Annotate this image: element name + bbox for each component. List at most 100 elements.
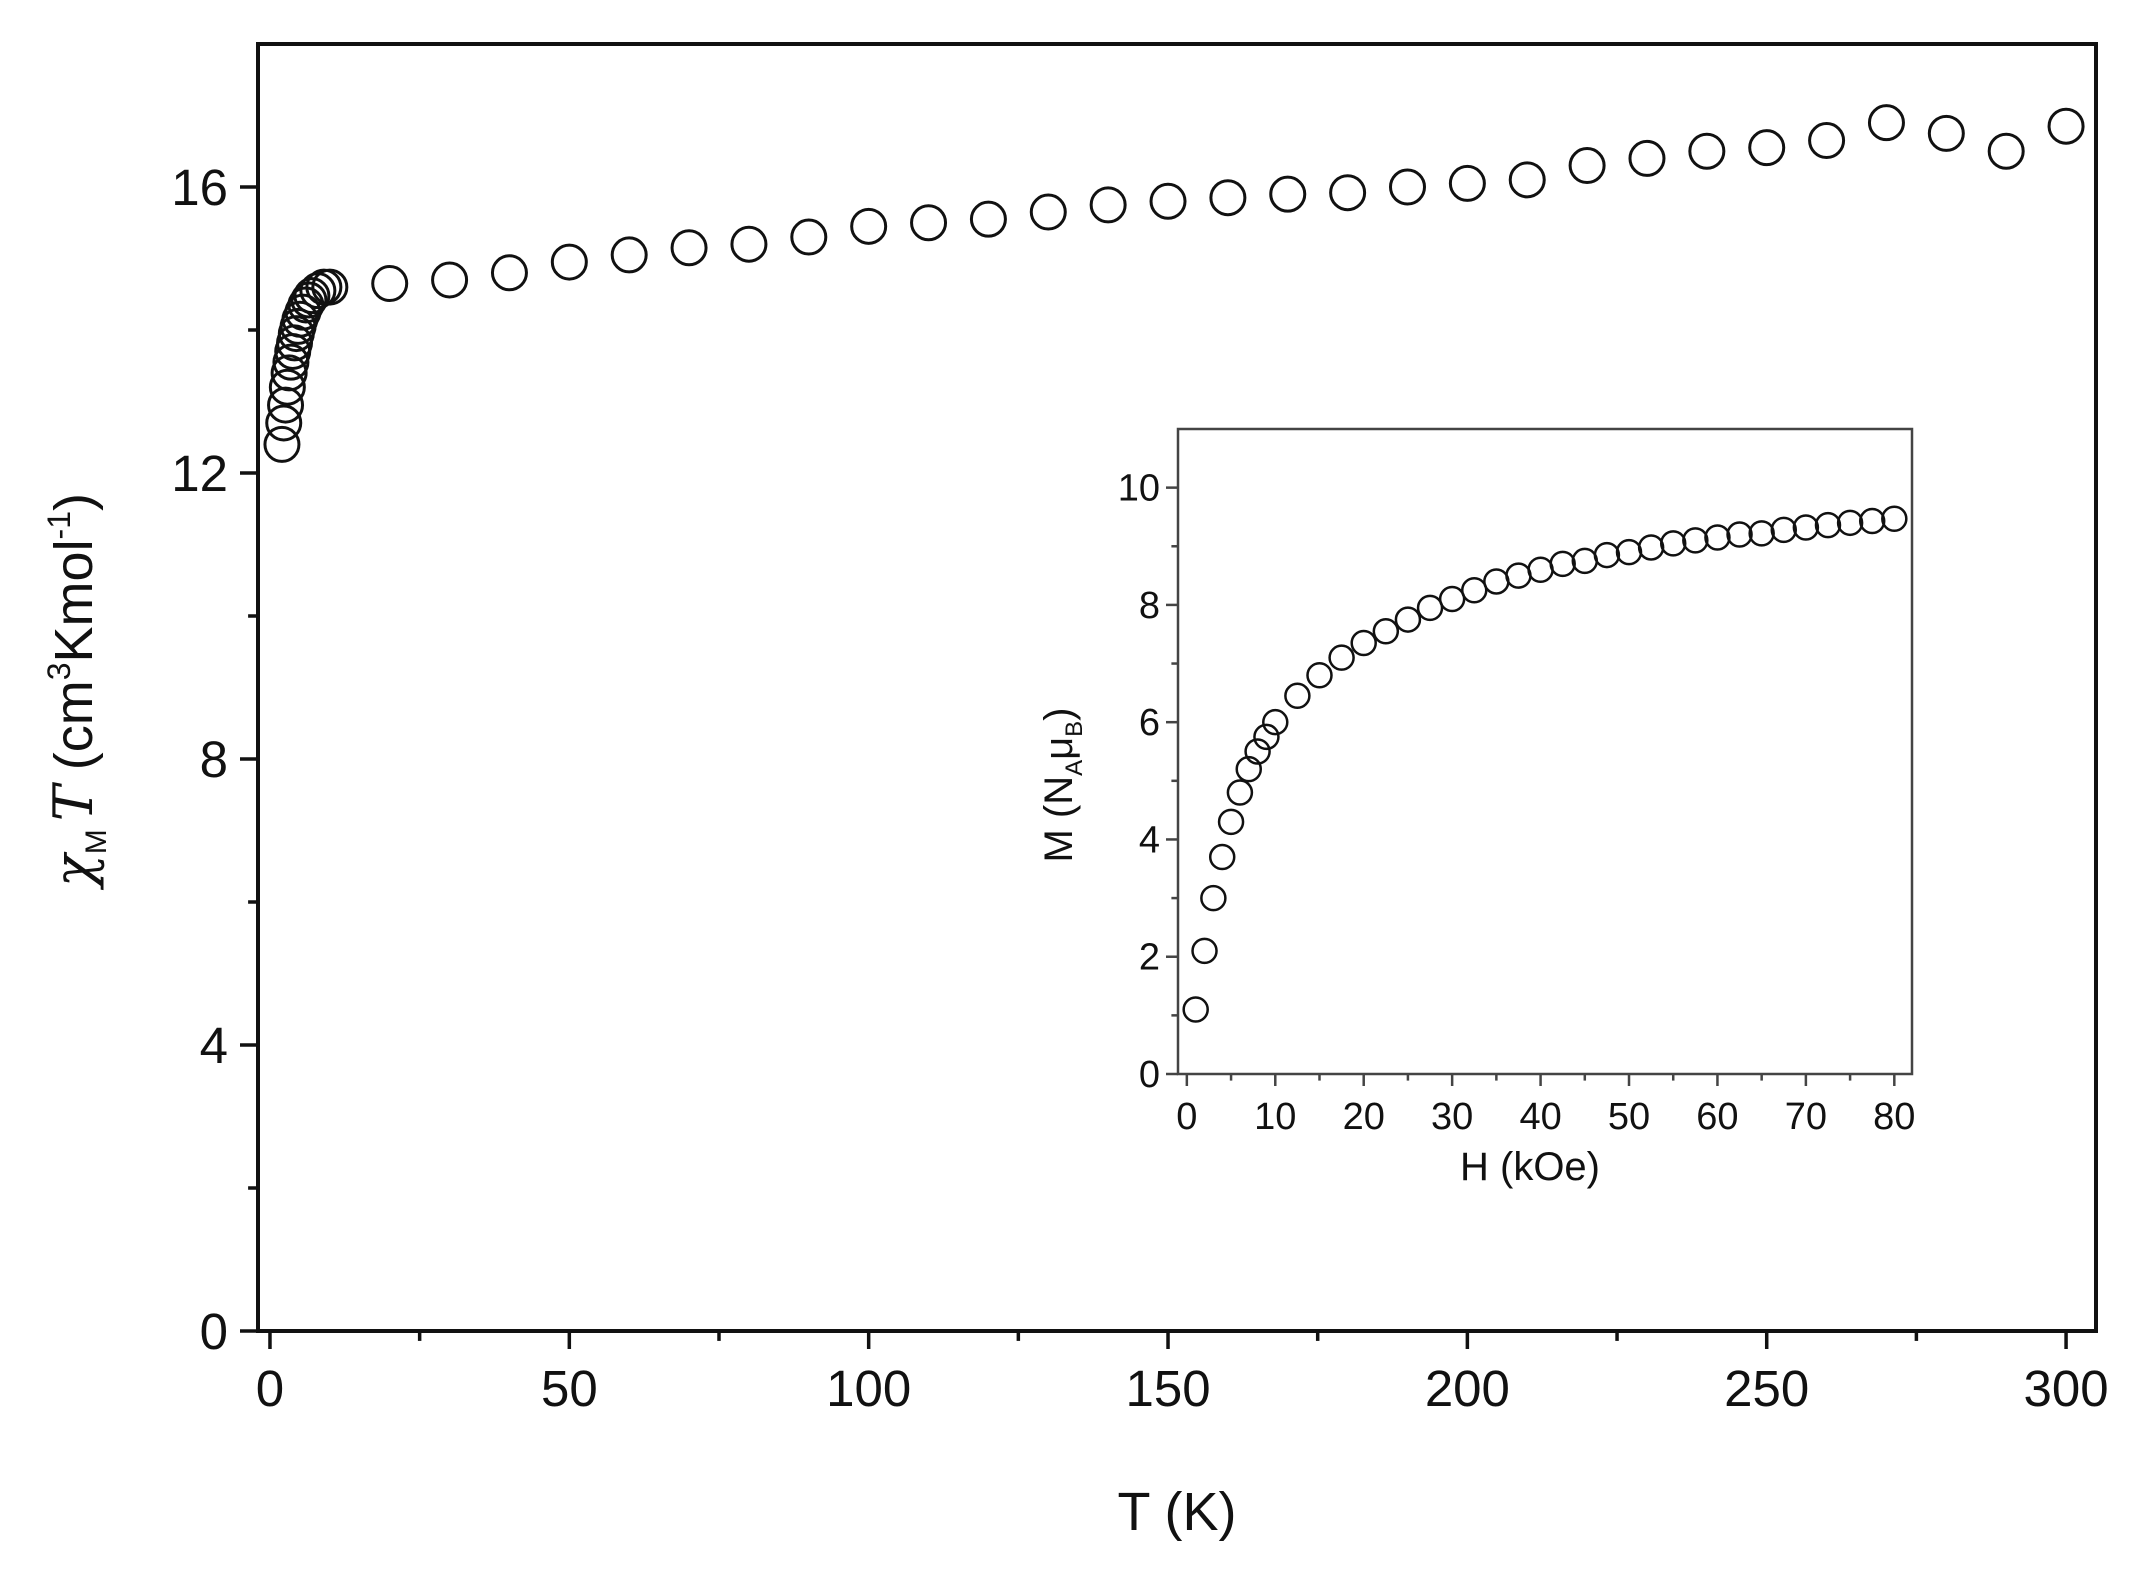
inset-y-tick-labels: 0 2 4 6 8 10 <box>1118 468 1160 1096</box>
main-y-tick-label: 0 <box>200 1303 228 1360</box>
main-data-point <box>1867 104 1905 142</box>
main-y-tick-label: 12 <box>171 445 228 502</box>
inset-y-title-m: M (N <box>1037 776 1081 863</box>
main-y-tick-label: 8 <box>200 731 228 788</box>
inset-y-tick-label: 8 <box>1139 585 1160 627</box>
inset-data-point <box>1191 937 1218 965</box>
main-data-point <box>1149 182 1187 220</box>
main-data-point <box>1329 174 1367 212</box>
main-data-point <box>290 281 328 319</box>
main-x-tick-label: 100 <box>826 1360 911 1417</box>
main-data-point <box>1987 132 2025 170</box>
inset-data-point <box>1262 708 1289 736</box>
inset-data-point <box>1748 520 1775 547</box>
main-x-tick-label: 50 <box>541 1360 598 1417</box>
main-data-point <box>263 425 301 463</box>
inset-data-point <box>1416 594 1444 622</box>
inset-data-point <box>1182 996 1209 1023</box>
y-unit-close: ) <box>44 493 104 511</box>
inset-data-point <box>1682 527 1709 554</box>
main-data-point <box>268 368 306 406</box>
main-data-point <box>272 343 310 381</box>
main-y-tick-label: 16 <box>171 159 228 216</box>
main-y-axis-title: χMT (cm3Kmol-1) <box>41 493 113 891</box>
inset-x-tick-label: 70 <box>1785 1096 1827 1138</box>
main-x-tick-label: 300 <box>2024 1360 2109 1417</box>
main-data-series <box>263 104 2085 463</box>
inset-data-point <box>1208 843 1236 871</box>
main-data-point <box>265 404 303 442</box>
inset-y-axis-title: M (NAμB) <box>1037 707 1088 862</box>
chi-symbol: χ <box>42 851 105 891</box>
main-data-point <box>1628 139 1666 177</box>
main-data-point <box>2047 107 2085 145</box>
inset-y-mu: μ <box>1037 737 1081 760</box>
inset-y-close: ) <box>1037 707 1081 720</box>
main-data-point <box>550 243 588 281</box>
inset-data-point <box>1659 530 1687 557</box>
y-unit-mid: Kmol <box>44 539 104 662</box>
inset-tick-marks <box>1166 486 1896 1086</box>
inset-data-point <box>1593 541 1621 569</box>
inset-data-point <box>1836 509 1864 537</box>
inset-data-point <box>1792 514 1820 541</box>
inset-y-tick-label: 0 <box>1139 1054 1160 1096</box>
inset-y-tick-label: 10 <box>1118 468 1160 510</box>
inset-data-point <box>1770 516 1798 544</box>
chi-subscript: M <box>80 829 113 854</box>
main-data-point <box>1448 164 1486 202</box>
main-x-axis-title: T (K) <box>1118 1482 1237 1542</box>
main-data-point <box>730 225 768 263</box>
main-x-tick-label: 250 <box>1724 1360 1809 1417</box>
inset-y-tick-label: 4 <box>1139 819 1160 861</box>
inset-x-tick-label: 80 <box>1873 1096 1915 1138</box>
inset-x-tick-label: 10 <box>1254 1096 1296 1138</box>
main-data-point <box>270 354 308 392</box>
inset-x-tick-label: 40 <box>1519 1096 1561 1138</box>
inset-data-point <box>1200 884 1227 912</box>
inset-background <box>1178 429 1912 1074</box>
inset-data-point <box>1881 505 1908 532</box>
main-data-point <box>610 236 648 274</box>
main-data-point <box>1808 122 1846 160</box>
main-y-tick-labels: 0 4 8 12 16 <box>171 159 228 1360</box>
inset-data-series <box>1182 505 1908 1023</box>
inset-data-point <box>1858 507 1886 535</box>
inset-data-point <box>1306 662 1333 689</box>
inset-plot-frame <box>1176 427 1914 1076</box>
main-tick-marks <box>240 185 2068 1349</box>
inset-data-point <box>1217 808 1245 836</box>
inset-data-point <box>1394 606 1422 633</box>
inset-plot: 0 10 20 30 40 50 60 70 80 0 2 4 6 8 10 H (kOe) M (NAμ… <box>1037 427 1915 1189</box>
main-data-point <box>1029 193 1067 231</box>
main-data-point <box>371 265 409 303</box>
inset-data-point <box>1372 618 1400 645</box>
inset-y-sub-a: A <box>1061 760 1088 776</box>
main-data-point <box>311 268 349 306</box>
inset-x-tick-label: 20 <box>1343 1096 1385 1138</box>
temperature-symbol: T <box>42 781 105 821</box>
main-plot-frame <box>256 42 2098 1333</box>
main-x-tick-label: 150 <box>1125 1360 1210 1417</box>
inset-x-tick-label: 60 <box>1696 1096 1738 1138</box>
main-data-point <box>1748 129 1786 167</box>
main-data-point <box>1508 161 1546 199</box>
inset-data-point <box>1328 644 1355 671</box>
y-unit-supneg: -1 <box>41 511 77 539</box>
main-data-point <box>1269 175 1307 213</box>
inset-data-point <box>1350 629 1377 657</box>
main-data-point <box>431 261 469 299</box>
inset-data-point <box>1704 524 1731 551</box>
inset-x-axis-title: H (kOe) <box>1460 1145 1600 1189</box>
main-y-tick-label: 4 <box>200 1017 228 1074</box>
main-data-point <box>1568 147 1606 185</box>
inset-data-point <box>1438 585 1466 613</box>
main-data-point <box>910 204 948 242</box>
main-data-point <box>670 229 708 267</box>
y-unit-sup3: 3 <box>41 662 77 680</box>
main-x-tick-labels: 0 50 100 150 200 250 300 <box>256 1360 2109 1417</box>
main-x-tick-label: 0 <box>256 1360 284 1417</box>
inset-data-point <box>1226 779 1254 806</box>
